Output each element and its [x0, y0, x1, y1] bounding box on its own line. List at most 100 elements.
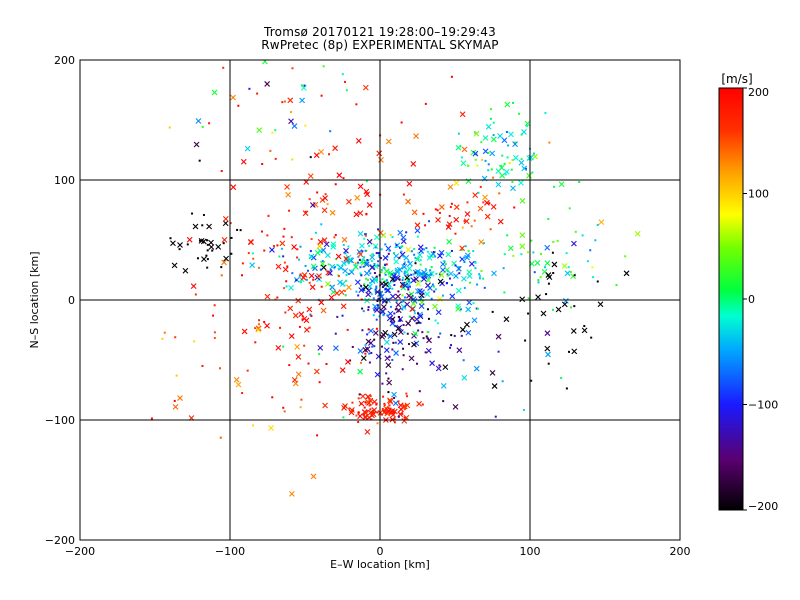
data-point-dot [434, 255, 437, 258]
data-point-dot [393, 312, 396, 315]
data-point-cross [409, 306, 416, 312]
data-point-cross [416, 400, 423, 407]
data-point-dot [387, 377, 390, 380]
data-point-dot [467, 164, 470, 167]
data-point-dot [240, 274, 243, 277]
data-point-dot [251, 252, 254, 255]
data-point-dot [366, 259, 369, 262]
data-point-dot [524, 339, 527, 342]
data-point-cross [437, 296, 443, 303]
data-point-cross [177, 395, 183, 401]
data-point-dot [361, 250, 364, 253]
data-point-cross [411, 209, 418, 216]
data-point-dot [419, 258, 422, 261]
data-point-dot [565, 252, 568, 255]
data-point-dot [446, 274, 449, 277]
data-point-dot [266, 234, 269, 237]
data-point-dot [478, 277, 481, 280]
data-point-cross [288, 490, 295, 497]
data-point-dot [408, 343, 411, 346]
data-point-cross [233, 376, 240, 383]
data-point-dot [417, 257, 420, 260]
data-point-cross [190, 283, 197, 290]
data-point-dot [377, 304, 380, 307]
data-point-cross [309, 202, 316, 208]
data-point-cross [292, 312, 299, 319]
data-point-dot [424, 224, 427, 227]
data-point-dot [463, 261, 466, 264]
data-point-dot [222, 66, 225, 69]
data-point-cross [321, 207, 328, 214]
data-point-dot [427, 317, 430, 320]
data-point-dot [322, 65, 325, 68]
data-point-dot [425, 247, 428, 250]
data-point-cross [387, 333, 394, 340]
data-point-dot [361, 258, 364, 261]
data-point-dot [175, 374, 178, 377]
data-point-dot [327, 263, 330, 266]
data-point-dot [537, 279, 540, 282]
data-point-dot [344, 289, 347, 292]
data-point-cross [397, 329, 404, 335]
data-point-cross [193, 141, 200, 148]
data-point-dot [161, 337, 164, 340]
data-point-dot [416, 235, 419, 238]
data-point-cross [333, 345, 339, 352]
data-point-dot [430, 266, 433, 269]
data-point-dot [512, 254, 515, 257]
data-point-dot [474, 260, 477, 263]
data-point-dot [304, 264, 307, 267]
data-point-cross [362, 409, 369, 416]
data-point-dot [342, 416, 345, 419]
data-point-dot [569, 271, 572, 274]
data-point-dot [551, 308, 554, 311]
data-point-dot [395, 300, 398, 303]
data-point-cross [364, 191, 371, 198]
data-point-dot [450, 75, 453, 78]
data-point-cross [241, 328, 248, 335]
data-point-cross [372, 303, 379, 310]
data-point-dot [372, 314, 375, 317]
data-point-dot [328, 153, 331, 156]
data-point-dot [503, 253, 506, 256]
data-point-cross [372, 330, 379, 336]
data-point-dot [206, 266, 209, 269]
data-point-cross [532, 153, 539, 160]
data-point-cross [401, 417, 408, 424]
data-point-cross [455, 265, 462, 272]
data-point-dot [568, 207, 571, 210]
data-point-dot [391, 358, 394, 361]
data-point-cross [387, 310, 394, 317]
data-point-cross [382, 254, 389, 261]
data-point-dot [303, 84, 306, 87]
data-point-cross [256, 127, 263, 134]
data-point-dot [401, 279, 404, 282]
data-point-cross [421, 276, 427, 282]
data-point-dot [320, 223, 323, 226]
y-tick-label: 200 [54, 54, 75, 67]
data-point-dot [467, 249, 470, 252]
data-point-dot [424, 351, 427, 354]
data-point-cross [349, 407, 355, 413]
data-point-dot [391, 287, 394, 290]
data-point-cross [404, 274, 411, 281]
data-point-cross [354, 279, 361, 286]
data-point-dot [374, 291, 377, 294]
data-point-dot [392, 321, 395, 324]
data-point-dot [395, 243, 398, 246]
data-point-cross [346, 198, 352, 205]
data-point-dot [544, 266, 547, 269]
data-point-dot [431, 283, 434, 286]
data-point-cross [348, 269, 355, 276]
gridlines [80, 60, 680, 540]
data-point-cross [519, 232, 526, 238]
data-point-cross [316, 243, 323, 250]
data-point-dot [422, 337, 425, 340]
data-point-dot [364, 234, 367, 237]
data-point-dot [370, 260, 373, 263]
data-point-dot [296, 256, 299, 259]
data-point-cross [341, 236, 348, 243]
data-point-dot [417, 329, 420, 332]
data-point-cross [363, 284, 369, 291]
data-point-dot [439, 332, 442, 335]
